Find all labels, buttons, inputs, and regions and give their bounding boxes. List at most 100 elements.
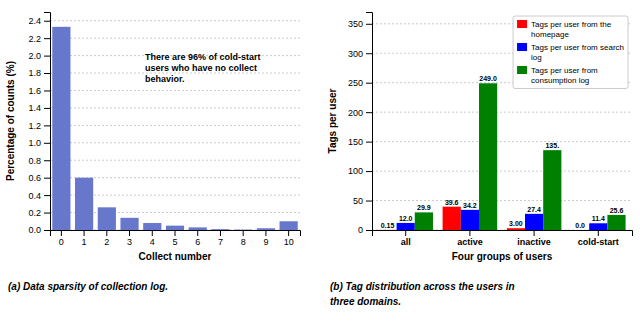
y-tick-mark (366, 24, 372, 25)
annotation-line: users who have no collect (145, 63, 257, 73)
legend-background (513, 16, 628, 89)
x-tick-mark (220, 230, 221, 236)
grid-line (372, 200, 632, 201)
y-tick-mark (44, 195, 50, 196)
bar (280, 221, 298, 230)
annotation: There are 96% of cold-startusers who hav… (145, 52, 261, 84)
figure: 0123456789100.00.20.40.60.81.01.21.41.61… (0, 0, 640, 325)
y-tick-mark (44, 230, 50, 231)
grid-line (50, 90, 300, 91)
series (397, 210, 608, 230)
y-tick: 100 (348, 166, 372, 176)
grid-line (372, 171, 632, 172)
y-tick-label: 300 (348, 49, 363, 59)
legend-entry: Tags per user from thehomepage (517, 20, 612, 39)
x-tick: cold-start (578, 230, 619, 247)
y-tick-mark (366, 201, 372, 202)
legend-label: Tags per user from thehomepage (531, 20, 612, 39)
x-tick-mark (598, 230, 599, 236)
x-tick: 9 (263, 230, 268, 247)
y-tick: 0.6 (28, 173, 50, 183)
bar (211, 229, 229, 230)
chart-panel: 0.1539.63.000.012.034.227.411.429.9249.0… (327, 13, 633, 308)
x-axis-line (373, 231, 633, 237)
y-tick: 0 (358, 225, 372, 235)
y-tick: 0.0 (28, 225, 50, 235)
y-tick-label: 0.4 (28, 191, 41, 201)
x-tick-label: 3 (127, 237, 132, 247)
y-axis-line (44, 13, 51, 231)
legend-swatch (517, 66, 527, 74)
y-tick-mark (44, 160, 50, 161)
legend-swatch (517, 43, 527, 51)
x-tick-mark (152, 230, 153, 236)
y-tick: 200 (348, 108, 372, 118)
bar (120, 218, 138, 230)
x-tick-mark (265, 230, 266, 236)
bar (234, 229, 252, 230)
y-tick: 0.8 (28, 156, 50, 166)
x-tick: inactive (517, 230, 551, 247)
bar (525, 214, 543, 230)
x-tick-mark (129, 230, 130, 236)
x-tick-label: 0 (59, 237, 64, 247)
data-label: 249.0 (479, 75, 497, 82)
y-tick-mark (366, 53, 372, 54)
x-tick-mark (84, 230, 85, 236)
y-tick-label: 2.4 (28, 16, 41, 26)
data-label: 34.2 (463, 202, 477, 209)
y-tick-label: 1.4 (28, 103, 41, 113)
x-tick: 1 (82, 230, 87, 247)
y-tick: 1.8 (28, 68, 50, 78)
y-tick-mark (44, 90, 50, 91)
y-tick-label: 350 (348, 19, 363, 29)
series (415, 83, 626, 230)
x-tick: 8 (241, 230, 246, 247)
bar (378, 229, 396, 230)
x-tick-label: cold-start (578, 237, 619, 247)
y-axis-title: Tags per user (327, 88, 338, 153)
y-tick-label: 1.2 (28, 121, 41, 131)
y-tick: 250 (348, 78, 372, 88)
legend-label: Tags per user from searchlog (531, 43, 624, 62)
bar (189, 227, 207, 230)
y-tick-label: 0.8 (28, 156, 41, 166)
y-tick-label: 50 (353, 196, 363, 206)
bar (52, 27, 70, 230)
x-tick-mark (197, 230, 198, 236)
data-label: 27.4 (527, 206, 541, 213)
legend-label-line: Tags per user from (531, 66, 598, 75)
grid-line (50, 125, 300, 126)
x-tick: 10 (284, 230, 294, 247)
x-tick: all (401, 230, 411, 247)
legend-label: Tags per user fromconsumption log (531, 66, 598, 85)
caption: (b) Tag distribution across the users in… (330, 281, 515, 307)
caption-line: (b) Tag distribution across the users in (330, 281, 515, 292)
x-tick: active (457, 230, 483, 247)
y-tick: 2.4 (28, 16, 50, 26)
data-label: 0.0 (575, 222, 585, 229)
x-tick-label: 9 (263, 237, 268, 247)
bar (397, 223, 415, 230)
x-tick-mark (106, 230, 107, 236)
marks (378, 83, 625, 230)
y-tick-mark (44, 56, 50, 57)
legend: Tags per user from thehomepage Tags per u… (513, 16, 628, 89)
y-tick-mark (366, 112, 372, 113)
bar (507, 228, 525, 230)
series (378, 207, 525, 230)
y-tick-mark (366, 83, 372, 84)
x-tick-mark (243, 230, 244, 236)
data-label: 39.6 (445, 199, 459, 206)
y-tick-mark (366, 142, 372, 143)
data-label: 11.4 (592, 215, 605, 222)
x-tick-mark (288, 230, 289, 236)
y-tick: 2.2 (28, 34, 50, 44)
legend-label-line: Tags per user from search (531, 43, 624, 52)
x-tick-mark (469, 230, 470, 236)
y-tick-label: 0.6 (28, 173, 41, 183)
x-tick-label: 5 (172, 237, 177, 247)
y-tick: 0.4 (28, 191, 50, 201)
bar (607, 215, 625, 230)
bar (443, 207, 461, 230)
